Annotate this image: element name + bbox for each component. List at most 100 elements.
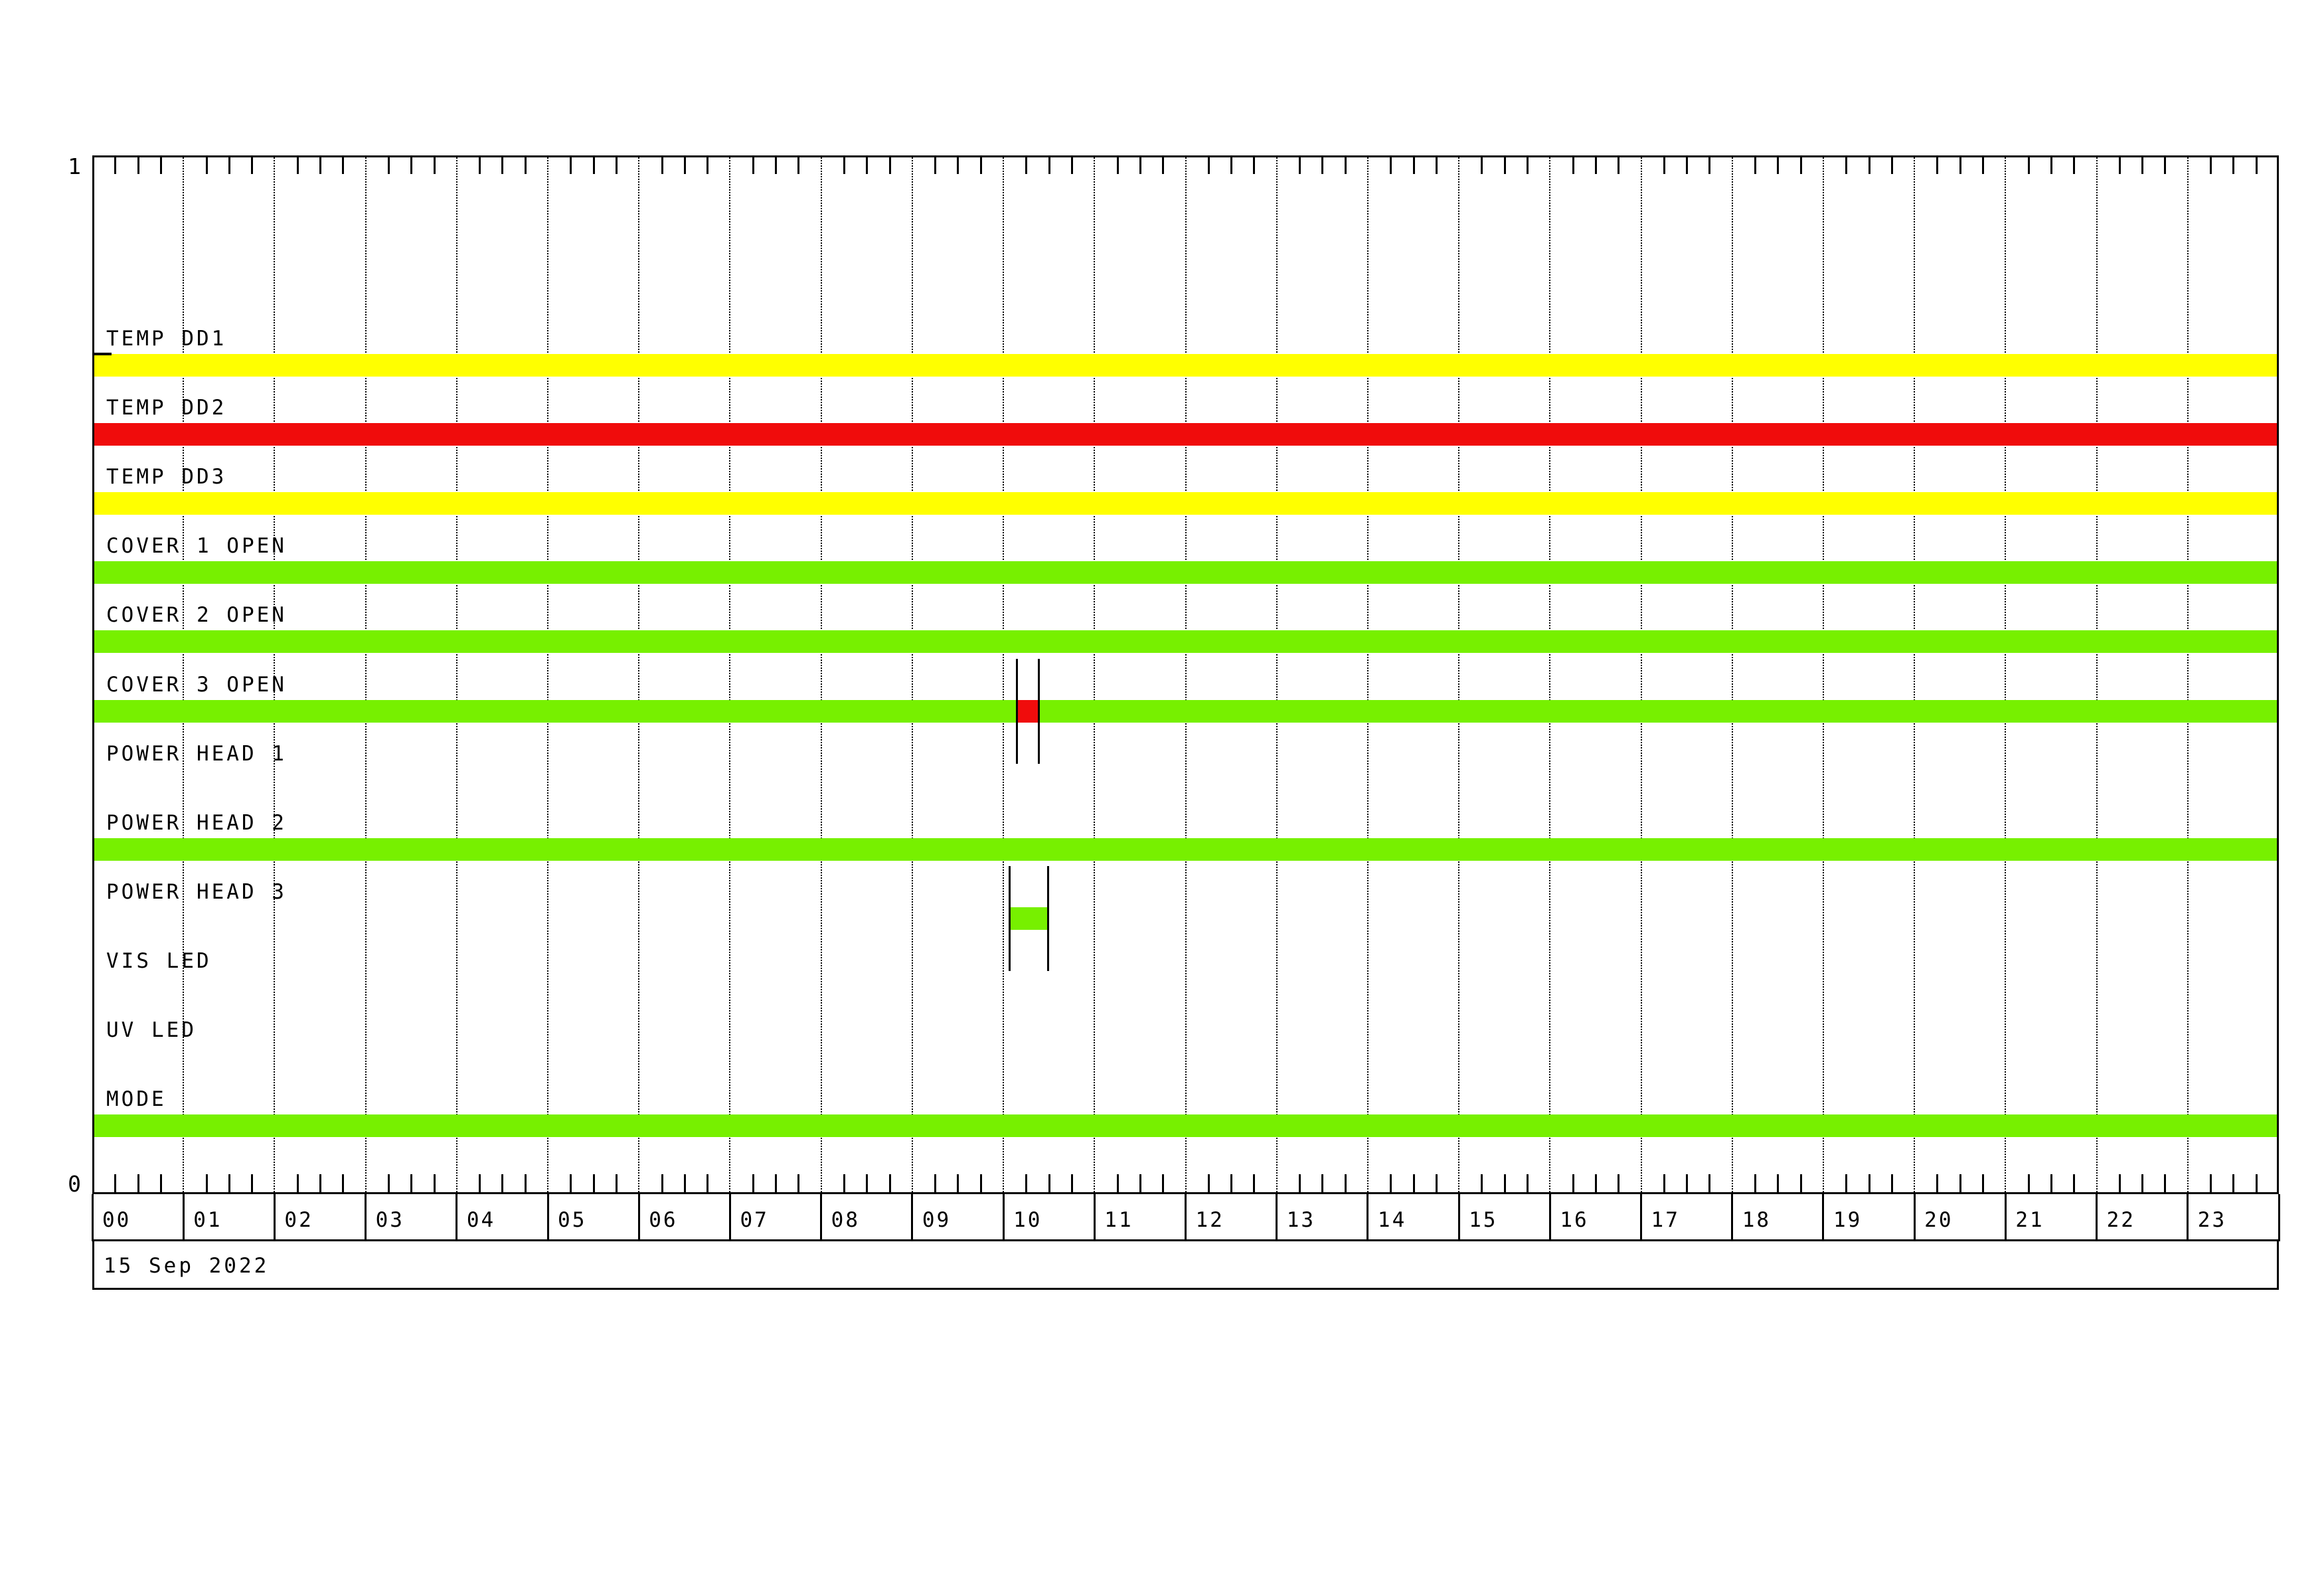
quarter-tick-top — [1139, 155, 1141, 174]
quarter-tick-top — [1868, 155, 1870, 174]
state-bar — [92, 354, 2279, 377]
hour-label: 05 — [558, 1208, 587, 1232]
transition-marker — [1046, 865, 1049, 971]
hour-cell-separator — [91, 1194, 94, 1241]
quarter-tick-top — [1594, 155, 1597, 174]
quarter-tick-bottom — [2050, 1174, 2052, 1193]
y-axis-top-label: 1 — [68, 153, 81, 179]
hour-label: 10 — [1013, 1208, 1042, 1232]
quarter-tick-bottom — [1982, 1174, 1985, 1193]
hour-gridline — [183, 155, 185, 1194]
hour-gridline — [1003, 155, 1005, 1194]
hour-cell-separator — [1002, 1194, 1005, 1241]
quarter-tick-bottom — [2118, 1174, 2121, 1193]
hour-gridline — [2096, 155, 2098, 1194]
hour-gridline — [2187, 155, 2189, 1194]
quarter-tick-top — [1959, 155, 1961, 174]
quarter-tick-bottom — [1116, 1174, 1119, 1193]
quarter-tick-bottom — [1663, 1174, 1665, 1193]
quarter-tick-bottom — [592, 1174, 595, 1193]
quarter-tick-top — [1253, 155, 1256, 174]
quarter-tick-top — [797, 155, 800, 174]
date-label: 15 Sep 2022 — [104, 1254, 270, 1278]
quarter-tick-top — [1025, 155, 1028, 174]
quarter-tick-top — [957, 155, 959, 174]
quarter-tick-bottom — [1618, 1174, 1620, 1193]
quarter-tick-top — [683, 155, 686, 174]
quarter-tick-bottom — [479, 1174, 481, 1193]
quarter-tick-top — [1344, 155, 1347, 174]
quarter-tick-bottom — [1708, 1174, 1711, 1193]
quarter-tick-top — [570, 155, 572, 174]
hour-gridline — [1914, 155, 1916, 1194]
transition-marker — [1016, 658, 1019, 764]
quarter-tick-bottom — [1048, 1174, 1050, 1193]
quarter-tick-top — [1299, 155, 1301, 174]
quarter-tick-bottom — [1527, 1174, 1529, 1193]
hour-cell-separator — [911, 1194, 914, 1241]
y-axis-bottom-label: 0 — [68, 1171, 81, 1197]
quarter-tick-top — [2027, 155, 2030, 174]
quarter-tick-bottom — [296, 1174, 299, 1193]
quarter-tick-top — [1481, 155, 1483, 174]
state-bar — [1009, 907, 1048, 930]
quarter-tick-bottom — [957, 1174, 959, 1193]
transition-marker — [1009, 865, 1011, 971]
quarter-tick-bottom — [752, 1174, 754, 1193]
quarter-tick-top — [387, 155, 390, 174]
hour-label: 03 — [375, 1208, 404, 1232]
hour-label: 22 — [2106, 1208, 2135, 1232]
quarter-tick-bottom — [1253, 1174, 1256, 1193]
quarter-tick-bottom — [2232, 1174, 2235, 1193]
quarter-tick-bottom — [159, 1174, 162, 1193]
hour-gridline — [1640, 155, 1642, 1194]
hour-cell-separator — [2096, 1194, 2098, 1241]
quarter-tick-top — [1070, 155, 1073, 174]
hour-label: 17 — [1651, 1208, 1680, 1232]
hour-cell-separator — [1640, 1194, 1643, 1241]
quarter-tick-top — [319, 155, 322, 174]
quarter-tick-top — [114, 155, 117, 174]
hour-cell-separator — [182, 1194, 185, 1241]
state-bar — [92, 492, 2279, 515]
hour-gridline — [2005, 155, 2007, 1194]
quarter-tick-top — [1230, 155, 1233, 174]
quarter-tick-bottom — [1845, 1174, 1848, 1193]
quarter-tick-bottom — [1139, 1174, 1141, 1193]
quarter-tick-bottom — [1390, 1174, 1392, 1193]
quarter-tick-bottom — [570, 1174, 572, 1193]
hour-gridline — [1458, 155, 1460, 1194]
quarter-tick-top — [524, 155, 527, 174]
hour-gridline — [547, 155, 549, 1194]
row-label: TEMP DD1 — [106, 327, 227, 351]
quarter-tick-top — [843, 155, 845, 174]
quarter-tick-bottom — [934, 1174, 937, 1193]
quarter-tick-bottom — [1412, 1174, 1415, 1193]
quarter-tick-bottom — [1481, 1174, 1483, 1193]
hour-gridline — [820, 155, 822, 1194]
state-bar — [92, 630, 2279, 654]
state-bar — [1038, 699, 2279, 723]
quarter-tick-bottom — [228, 1174, 230, 1193]
hour-cell-separator — [1731, 1194, 1734, 1241]
row-label: UV LED — [106, 1018, 197, 1042]
quarter-tick-top — [615, 155, 618, 174]
quarter-tick-bottom — [2255, 1174, 2258, 1193]
hour-label: 15 — [1469, 1208, 1498, 1232]
hour-cell-separator — [456, 1194, 458, 1241]
quarter-tick-bottom — [1777, 1174, 1780, 1193]
quarter-tick-top — [1503, 155, 1506, 174]
quarter-tick-bottom — [1321, 1174, 1324, 1193]
hour-cell-separator — [1276, 1194, 1278, 1241]
quarter-tick-bottom — [2164, 1174, 2167, 1193]
quarter-tick-top — [1754, 155, 1757, 174]
hour-label: 00 — [102, 1208, 131, 1232]
quarter-tick-bottom — [1503, 1174, 1506, 1193]
hour-label: 18 — [1742, 1208, 1772, 1232]
quarter-tick-bottom — [1162, 1174, 1165, 1193]
row-label: TEMP DD3 — [106, 465, 227, 489]
hour-label: 16 — [1560, 1208, 1589, 1232]
hour-cell-separator — [1913, 1194, 1916, 1241]
state-bar — [92, 838, 2279, 861]
